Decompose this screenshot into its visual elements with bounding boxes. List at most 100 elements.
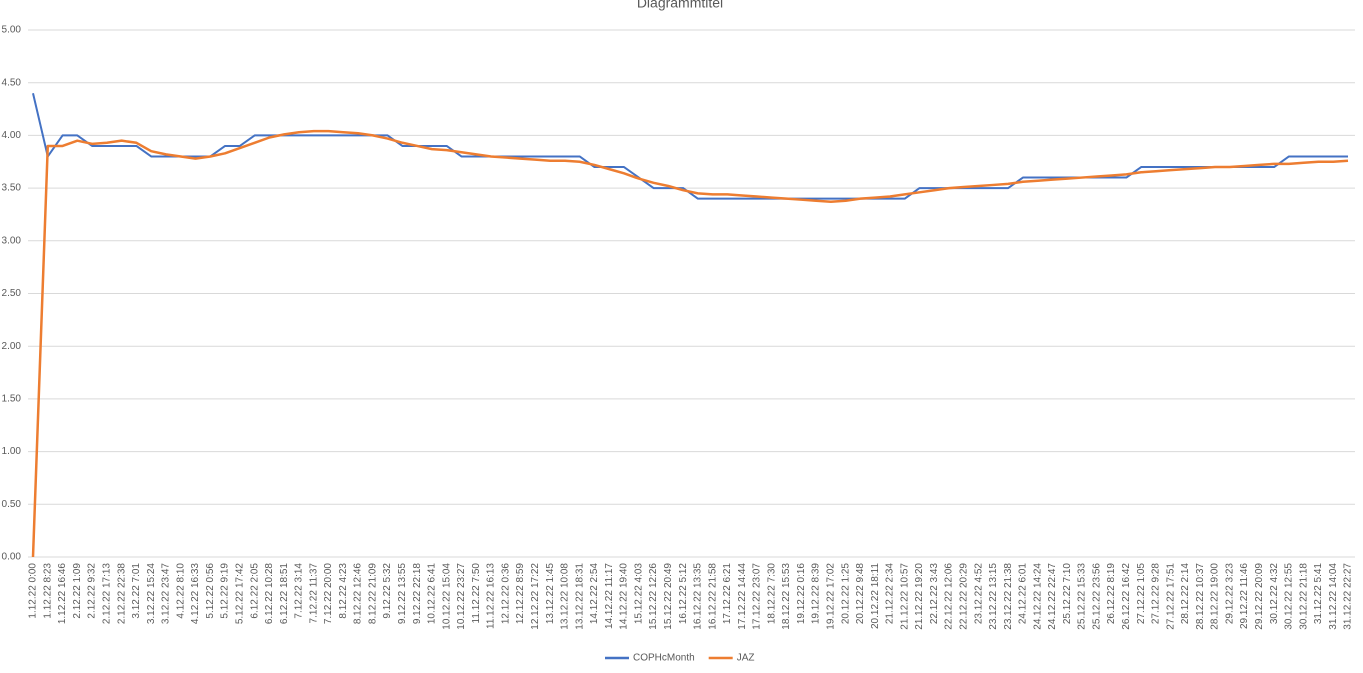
x-tick-label: 27.12.22 9:28 <box>1151 563 1162 625</box>
x-tick-label: 20.12.22 18:11 <box>870 563 881 629</box>
y-tick-label: 0.50 <box>2 499 22 510</box>
x-tick-label: 1.12.22 8:23 <box>42 563 53 619</box>
x-tick-label: 21.12.22 19:20 <box>914 563 925 630</box>
x-tick-label: 2.12.22 17:13 <box>102 563 113 625</box>
x-tick-label: 6.12.22 10:28 <box>264 563 275 625</box>
x-tick-label: 28.12.22 2:14 <box>1180 563 1191 625</box>
x-tick-label: 18.12.22 7:30 <box>766 563 777 625</box>
x-tick-label: 26.12.22 8:19 <box>1106 563 1117 625</box>
x-tick-label: 23.12.22 4:52 <box>973 563 984 625</box>
x-tick-label: 2.12.22 9:32 <box>87 563 98 619</box>
x-tick-label: 13.12.22 10:08 <box>560 563 571 630</box>
x-tick-label: 17.12.22 23:07 <box>752 563 763 630</box>
x-tick-label: 14.12.22 19:40 <box>619 563 630 630</box>
x-tick-label: 7.12.22 11:37 <box>308 563 319 624</box>
x-tick-label: 30.12.22 4:32 <box>1269 563 1280 625</box>
x-tick-label: 15.12.22 4:03 <box>633 563 644 625</box>
legend-label: JAZ <box>737 653 755 664</box>
x-tick-label: 31.12.22 22:27 <box>1343 563 1354 630</box>
x-tick-label: 11.12.22 7:50 <box>471 563 482 624</box>
x-tick-label: 15.12.22 12:26 <box>648 563 659 630</box>
x-tick-label: 2.12.22 22:38 <box>116 563 127 625</box>
x-tick-label: 19.12.22 17:02 <box>826 563 837 630</box>
chart-title: Diagrammtitel <box>637 0 723 11</box>
x-tick-label: 10.12.22 23:27 <box>456 563 467 630</box>
x-tick-label: 25.12.22 23:56 <box>1091 563 1102 630</box>
legend-label: COPHcMonth <box>633 653 695 664</box>
x-tick-label: 8.12.22 21:09 <box>367 563 378 625</box>
x-tick-label: 1.12.22 0:00 <box>28 563 39 619</box>
x-tick-label: 9.12.22 22:18 <box>412 563 423 625</box>
x-tick-label: 8.12.22 12:46 <box>353 563 364 625</box>
y-tick-label: 5.00 <box>2 25 22 36</box>
x-tick-label: 21.12.22 10:57 <box>899 563 910 630</box>
y-tick-label: 2.50 <box>2 288 22 299</box>
x-tick-label: 30.12.22 12:55 <box>1284 563 1295 630</box>
y-tick-label: 1.50 <box>2 394 22 405</box>
x-tick-label: 3.12.22 7:01 <box>131 563 142 619</box>
x-tick-label: 19.12.22 8:39 <box>811 563 822 625</box>
x-tick-label: 31.12.22 14:04 <box>1328 563 1339 630</box>
x-tick-label: 29.12.22 20:09 <box>1254 563 1265 630</box>
y-tick-label: 3.50 <box>2 183 22 194</box>
x-tick-label: 12.12.22 8:59 <box>515 563 526 625</box>
x-tick-label: 4.12.22 8:10 <box>175 563 186 619</box>
x-tick-label: 12.12.22 17:22 <box>530 563 541 630</box>
y-tick-label: 4.50 <box>2 77 22 88</box>
x-tick-label: 26.12.22 16:42 <box>1121 563 1132 630</box>
x-tick-label: 3.12.22 15:24 <box>146 563 157 625</box>
x-tick-label: 13.12.22 1:45 <box>545 563 556 625</box>
x-tick-label: 25.12.22 7:10 <box>1062 563 1073 625</box>
x-tick-label: 14.12.22 11:17 <box>604 563 615 629</box>
x-tick-label: 20.12.22 9:48 <box>855 563 866 625</box>
x-tick-label: 28.12.22 10:37 <box>1195 563 1206 630</box>
x-tick-label: 23.12.22 21:38 <box>1003 563 1014 630</box>
x-tick-label: 17.12.22 6:21 <box>722 563 733 625</box>
x-tick-label: 18.12.22 15:53 <box>781 563 792 630</box>
x-tick-label: 16.12.22 13:35 <box>693 563 704 630</box>
x-tick-label: 1.12.22 16:46 <box>57 563 68 625</box>
x-tick-label: 29.12.22 11:46 <box>1239 563 1250 629</box>
x-tick-label: 8.12.22 4:23 <box>338 563 349 619</box>
x-tick-label: 22.12.22 3:43 <box>929 563 940 625</box>
x-tick-label: 10.12.22 6:41 <box>427 563 438 625</box>
x-tick-label: 6.12.22 2:05 <box>249 563 260 619</box>
y-tick-label: 4.00 <box>2 130 22 141</box>
x-tick-label: 24.12.22 14:24 <box>1032 563 1043 630</box>
x-tick-label: 4.12.22 16:33 <box>190 563 201 625</box>
x-tick-label: 7.12.22 20:00 <box>323 563 334 625</box>
series-line <box>32 93 1348 200</box>
x-tick-label: 25.12.22 15:33 <box>1077 563 1088 630</box>
x-tick-label: 22.12.22 20:29 <box>958 563 969 630</box>
x-tick-label: 2.12.22 1:09 <box>72 563 83 619</box>
x-tick-label: 31.12.22 5:41 <box>1313 563 1324 625</box>
x-tick-label: 13.12.22 18:31 <box>574 563 585 630</box>
x-tick-label: 10.12.22 15:04 <box>441 563 452 630</box>
x-tick-label: 14.12.22 2:54 <box>589 563 600 625</box>
series-line <box>31 129 1349 558</box>
x-tick-label: 24.12.22 22:47 <box>1047 563 1058 630</box>
y-tick-label: 3.00 <box>2 235 22 246</box>
x-tick-label: 16.12.22 5:12 <box>678 563 689 625</box>
x-tick-label: 22.12.22 12:06 <box>944 563 955 630</box>
x-tick-label: 5.12.22 9:19 <box>220 563 231 619</box>
x-tick-label: 24.12.22 6:01 <box>1018 563 1029 625</box>
x-tick-label: 9.12.22 13:55 <box>397 563 408 625</box>
x-tick-label: 30.12.22 21:18 <box>1298 563 1309 630</box>
x-tick-label: 15.12.22 20:49 <box>663 563 674 630</box>
x-tick-label: 20.12.22 1:25 <box>840 563 851 625</box>
x-tick-label: 23.12.22 13:15 <box>988 563 999 630</box>
x-tick-label: 5.12.22 0:56 <box>205 563 216 619</box>
x-tick-label: 16.12.22 21:58 <box>707 563 718 630</box>
x-tick-label: 19.12.22 0:16 <box>796 563 807 625</box>
x-tick-label: 17.12.22 14:44 <box>737 563 748 630</box>
x-tick-label: 21.12.22 2:34 <box>885 563 896 625</box>
x-tick-label: 11.12.22 16:13 <box>486 563 497 629</box>
x-tick-label: 28.12.22 19:00 <box>1210 563 1221 630</box>
x-tick-label: 5.12.22 17:42 <box>234 563 245 625</box>
x-tick-label: 29.12.22 3:23 <box>1224 563 1235 625</box>
x-tick-label: 12.12.22 0:36 <box>500 563 511 625</box>
x-tick-label: 6.12.22 18:51 <box>279 563 290 625</box>
y-tick-label: 0.00 <box>2 552 22 563</box>
x-tick-label: 3.12.22 23:47 <box>161 563 172 625</box>
